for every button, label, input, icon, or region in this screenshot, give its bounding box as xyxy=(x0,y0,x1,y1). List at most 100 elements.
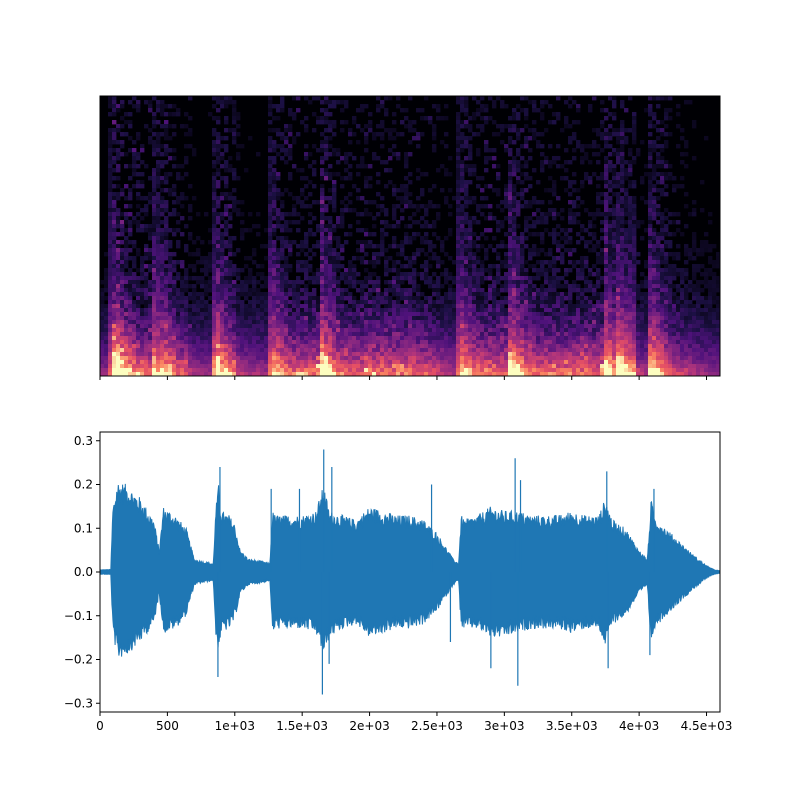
spectrogram-cell xyxy=(252,324,257,329)
spectrogram-cell xyxy=(268,196,273,201)
spectrogram-cell xyxy=(232,140,237,145)
spectrogram-cell xyxy=(508,272,513,277)
spectrogram-cell xyxy=(200,332,205,337)
spectrogram-cell xyxy=(356,328,361,333)
spectrogram-cell xyxy=(112,168,117,173)
spectrogram-cell xyxy=(316,96,321,101)
spectrogram-cell xyxy=(484,308,489,313)
spectrogram-cell xyxy=(192,284,197,289)
spectrogram-cell xyxy=(348,172,353,177)
spectrogram-cell xyxy=(372,340,377,345)
spectrogram-cell xyxy=(312,320,317,325)
spectrogram-cell xyxy=(296,308,301,313)
spectrogram-cell xyxy=(188,96,193,101)
spectrogram-cell xyxy=(436,308,441,313)
spectrogram-cell xyxy=(120,324,125,329)
spectrogram-cell xyxy=(408,364,413,369)
spectrogram-cell xyxy=(508,352,513,357)
spectrogram-cell xyxy=(280,344,285,349)
spectrogram-cell xyxy=(140,276,145,281)
spectrogram-cell xyxy=(524,300,529,305)
spectrogram-cell xyxy=(268,160,273,165)
spectrogram-cell xyxy=(180,332,185,337)
spectrogram-cell xyxy=(424,368,429,373)
spectrogram-cell xyxy=(556,340,561,345)
spectrogram-cell xyxy=(312,276,317,281)
spectrogram-cell xyxy=(236,132,241,137)
spectrogram-cell xyxy=(192,368,197,373)
spectrogram-cell xyxy=(144,316,149,321)
spectrogram-cell xyxy=(444,324,449,329)
spectrogram-cell xyxy=(484,372,489,377)
spectrogram-cell xyxy=(500,276,505,281)
spectrogram-cell xyxy=(288,340,293,345)
spectrogram-cell xyxy=(160,160,165,165)
spectrogram-cell xyxy=(232,236,237,241)
spectrogram-cell xyxy=(488,320,493,325)
spectrogram-cell xyxy=(168,300,173,305)
spectrogram-cell xyxy=(308,372,313,377)
spectrogram-cell xyxy=(160,296,165,301)
spectrogram-cell xyxy=(236,208,241,213)
spectrogram-cell xyxy=(248,356,253,361)
spectrogram-cell xyxy=(412,204,417,209)
spectrogram-cell xyxy=(256,272,261,277)
spectrogram-cell xyxy=(364,372,369,377)
spectrogram-cell xyxy=(172,104,177,109)
spectrogram-cell xyxy=(224,300,229,305)
spectrogram-cell xyxy=(148,128,153,133)
spectrogram-cell xyxy=(268,284,273,289)
spectrogram-cell xyxy=(568,192,573,197)
spectrogram-cell xyxy=(376,276,381,281)
spectrogram-cell xyxy=(200,316,205,321)
spectrogram-cell xyxy=(292,292,297,297)
spectrogram-cell xyxy=(140,352,145,357)
spectrogram-cell xyxy=(480,300,485,305)
spectrogram-cell xyxy=(172,124,177,129)
spectrogram-cell xyxy=(204,356,209,361)
spectrogram-cell xyxy=(280,132,285,137)
spectrogram-cell xyxy=(260,344,265,349)
spectrogram-cell xyxy=(324,272,329,277)
spectrogram-cell xyxy=(424,268,429,273)
spectrogram-cell xyxy=(272,288,277,293)
spectrogram-cell xyxy=(388,256,393,261)
spectrogram-cell xyxy=(528,312,533,317)
spectrogram-cell xyxy=(104,368,109,373)
spectrogram-cell xyxy=(144,364,149,369)
spectrogram-cell xyxy=(112,340,117,345)
spectrogram-cell xyxy=(272,240,277,245)
spectrogram-cell xyxy=(244,320,249,325)
spectrogram-cell xyxy=(272,180,277,185)
spectrogram-cell xyxy=(104,284,109,289)
spectrogram-cell xyxy=(180,352,185,357)
spectrogram-cell xyxy=(508,316,513,321)
spectrogram-cell xyxy=(536,220,541,225)
spectrogram-cell xyxy=(464,120,469,125)
spectrogram-cell xyxy=(136,372,141,377)
spectrogram-cell xyxy=(236,304,241,309)
spectrogram-cell xyxy=(524,188,529,193)
spectrogram-cell xyxy=(108,308,113,313)
spectrogram-cell xyxy=(332,248,337,253)
spectrogram-cell xyxy=(164,240,169,245)
spectrogram-cell xyxy=(480,108,485,113)
spectrogram-cell xyxy=(420,240,425,245)
spectrogram-cell xyxy=(108,96,113,101)
spectrogram-cell xyxy=(552,332,557,337)
spectrogram-cell xyxy=(128,308,133,313)
spectrogram-cell xyxy=(392,304,397,309)
spectrogram-cell xyxy=(280,292,285,297)
spectrogram-cell xyxy=(108,144,113,149)
spectrogram-cell xyxy=(396,360,401,365)
spectrogram-cell xyxy=(336,320,341,325)
spectrogram-cell xyxy=(540,324,545,329)
spectrogram-cell xyxy=(240,364,245,369)
spectrogram-cell xyxy=(204,256,209,261)
spectrogram-cell xyxy=(164,172,169,177)
spectrogram-cell xyxy=(420,132,425,137)
spectrogram-cell xyxy=(496,320,501,325)
spectrogram-cell xyxy=(516,204,521,209)
spectrogram-cell xyxy=(280,320,285,325)
spectrogram-cell xyxy=(464,240,469,245)
